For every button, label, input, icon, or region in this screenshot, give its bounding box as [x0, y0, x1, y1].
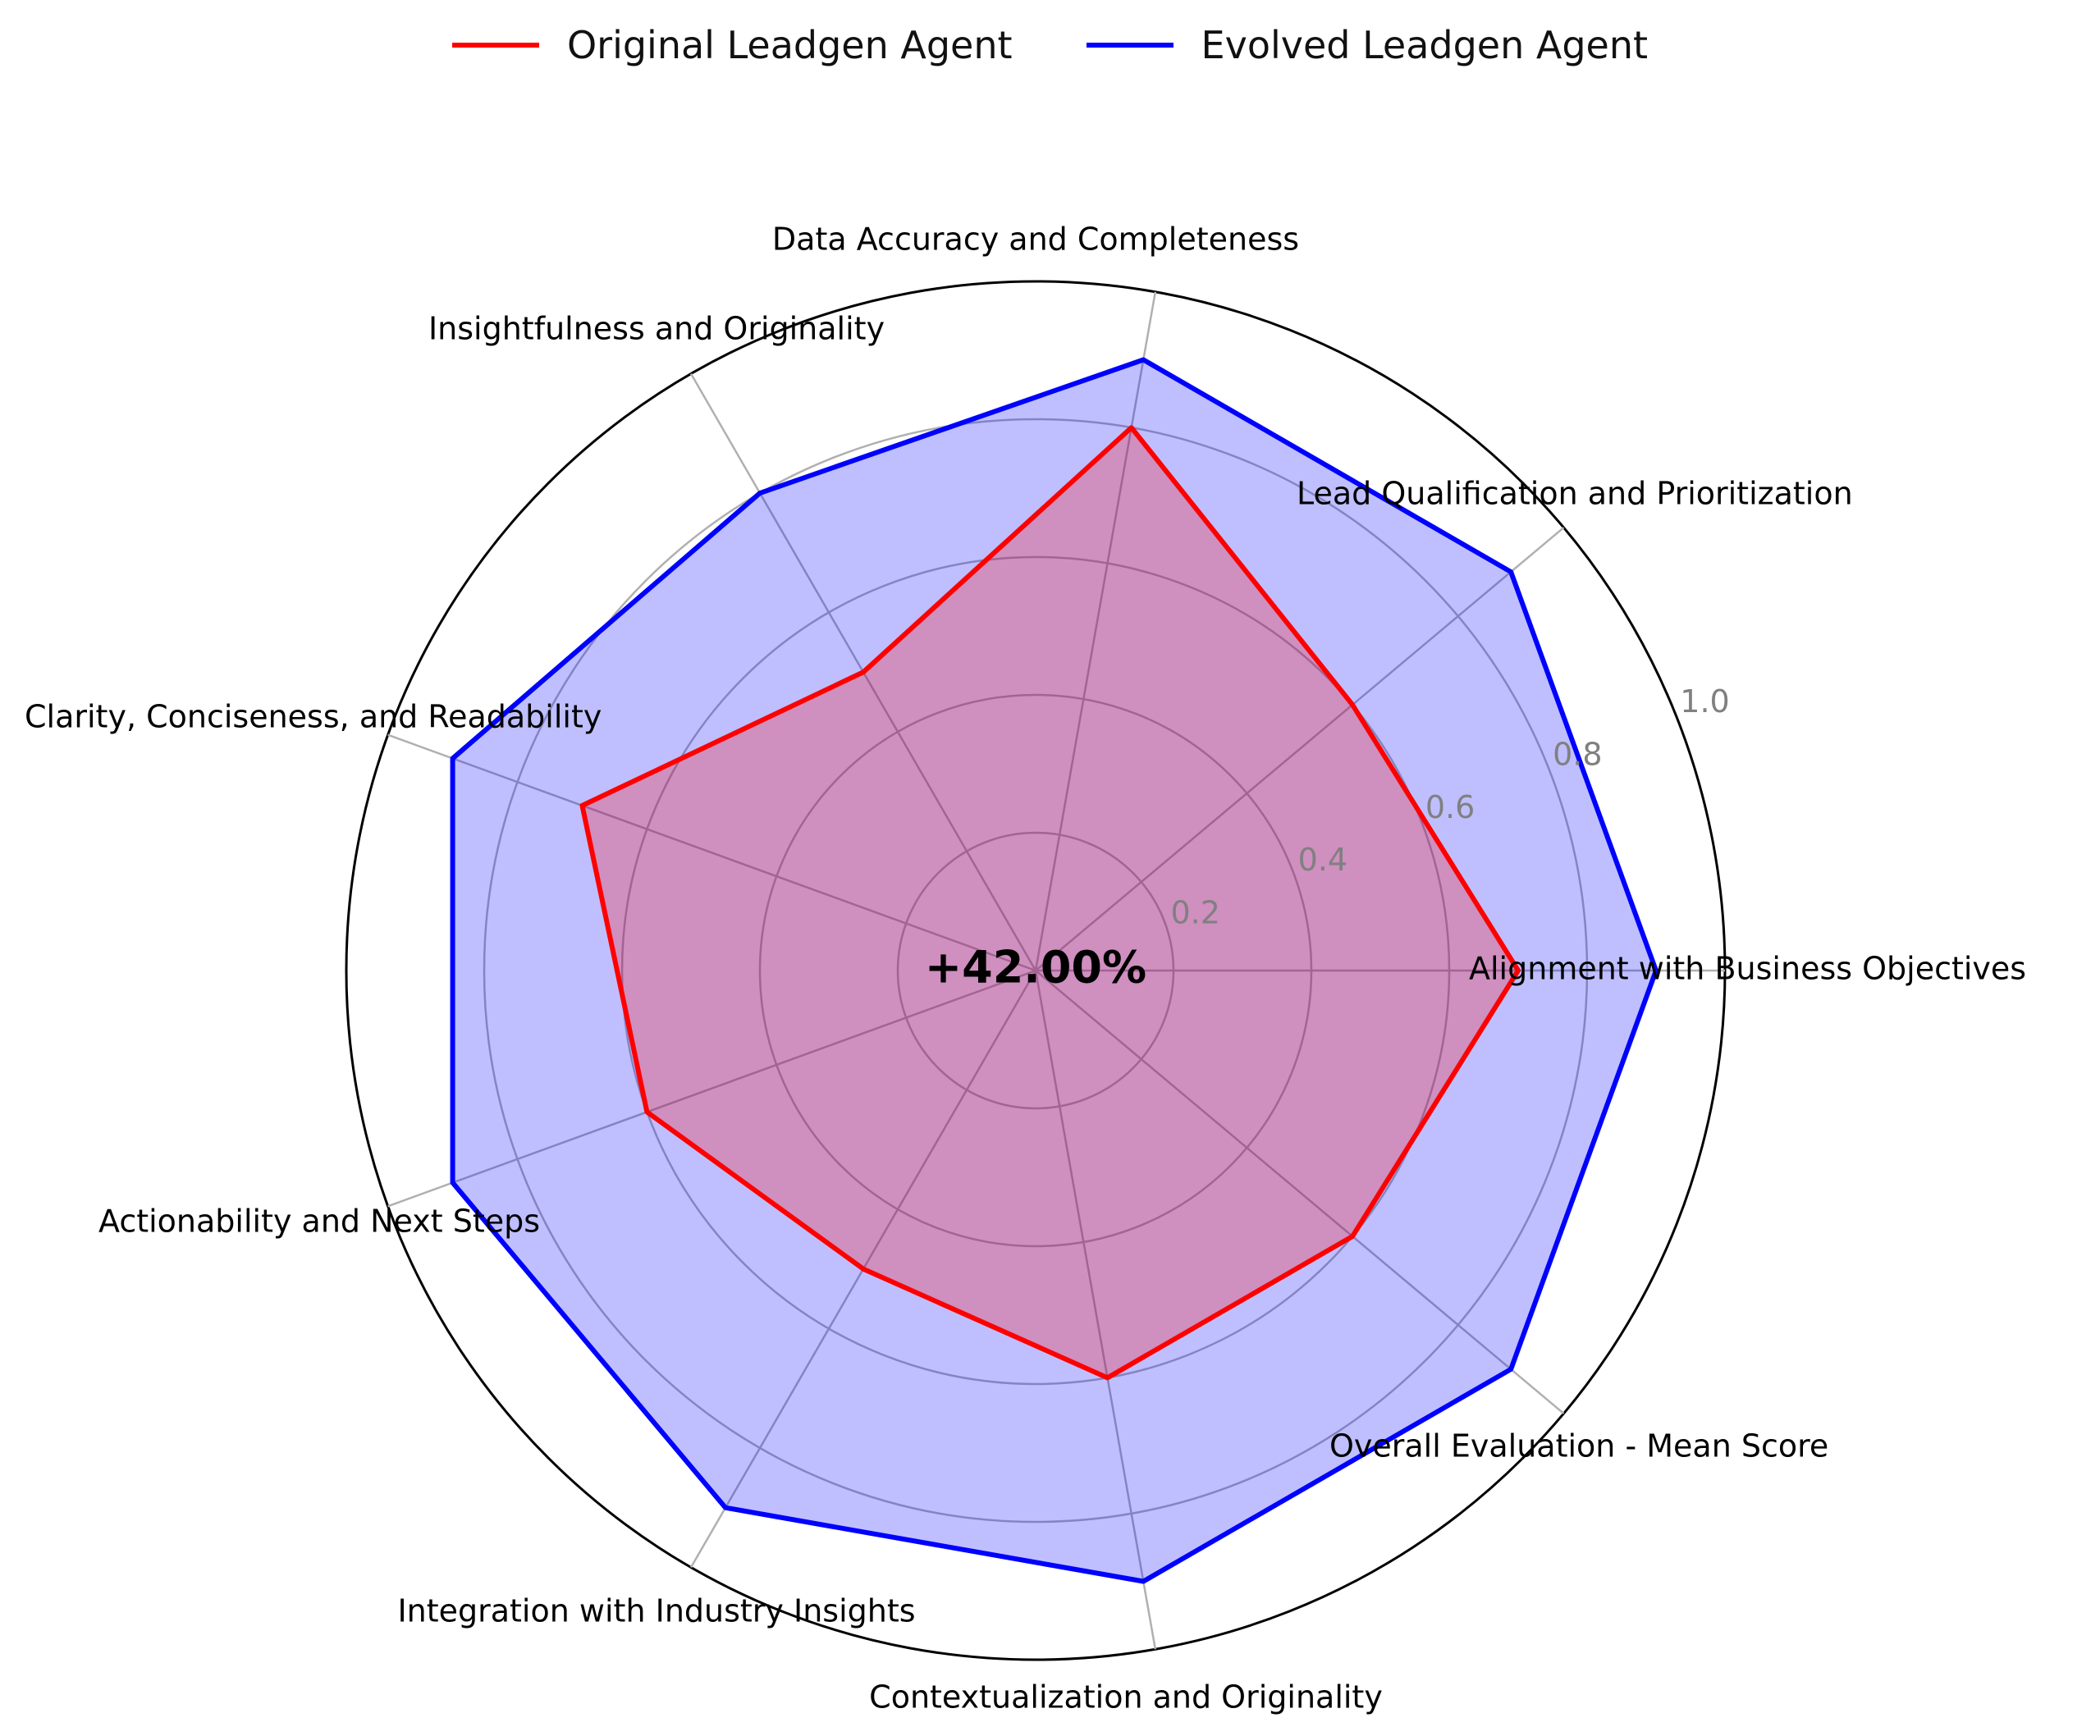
category-label: Clarity, Conciseness, and Readability [25, 699, 602, 735]
category-label: Actionability and Next Steps [98, 1204, 540, 1240]
category-labels: Alignment with Business Objectives Lead Q… [25, 222, 2026, 1715]
radar-grid [345, 280, 1727, 1661]
radial-tick-labels: 0.2 0.4 0.6 0.8 1.0 [1170, 683, 1729, 930]
grid-spoke [1035, 527, 1565, 971]
grid-spoke [1034, 291, 1157, 971]
legend-item-evolved: Evolved Leadgen Agent [1086, 23, 1649, 67]
category-label: Data Accuracy and Completeness [772, 222, 1299, 258]
series-line-evolved [450, 357, 1658, 1584]
legend-swatch-evolved [1086, 43, 1174, 48]
series-line-original [579, 425, 1521, 1381]
grid-spoke [387, 733, 1036, 972]
legend-label-original: Original Leadgen Agent [566, 23, 1013, 67]
category-label: Contextualization and Originality [869, 1679, 1383, 1715]
category-label: Overall Evaluation - Mean Score [1329, 1428, 1828, 1464]
radar-series [450, 357, 1658, 1584]
series-fill-original [582, 427, 1519, 1378]
radial-tick-label: 0.4 [1298, 842, 1347, 878]
radial-tick-label: 0.2 [1170, 894, 1219, 930]
radial-tick-label: 0.8 [1553, 737, 1602, 773]
series-fill-evolved [452, 359, 1656, 1582]
legend-item-original: Original Leadgen Agent [451, 23, 1013, 67]
category-label: Integration with Industry Insights [397, 1593, 915, 1629]
category-label: Lead Qualification and Prioritization [1297, 476, 1853, 512]
radial-tick-label: 0.6 [1425, 789, 1475, 825]
legend-label-evolved: Evolved Leadgen Agent [1201, 23, 1649, 67]
legend-swatch-original [451, 43, 539, 48]
legend: Original Leadgen Agent Evolved Leadgen A… [0, 23, 2100, 67]
center-label: +42.00% [925, 942, 1146, 994]
grid-spoke [1035, 970, 1565, 1414]
category-label: Insightfulness and Originality [428, 311, 885, 347]
grid-spoke [1034, 970, 1157, 1650]
grid-spoke [387, 969, 1036, 1208]
category-label: Alignment with Business Objectives [1469, 951, 2026, 987]
radial-tick-label: 1.0 [1680, 683, 1729, 720]
